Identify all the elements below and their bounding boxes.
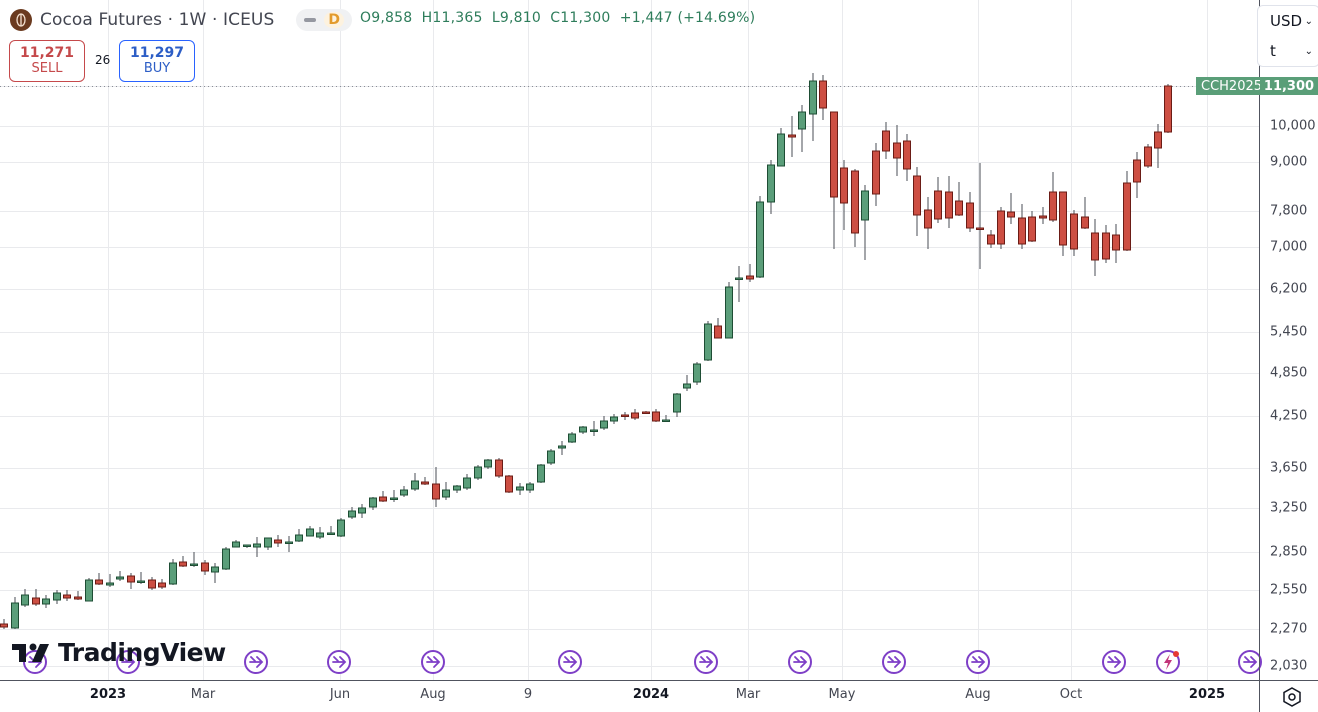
dividend-arrow-icon[interactable] (558, 650, 582, 674)
price-axis-label: 7,000 (1270, 239, 1308, 255)
price-axis-label: 10,000 (1270, 118, 1316, 134)
gear-icon[interactable] (1281, 686, 1303, 708)
price-axis-label: 2,550 (1270, 582, 1308, 598)
change-percent: (+14.69%) (677, 10, 756, 26)
change-value: +1,447 (619, 10, 673, 26)
buy-label: BUY (143, 61, 171, 76)
time-axis-label: 2025 (1188, 687, 1226, 702)
dividend-arrow-icon[interactable] (1238, 650, 1262, 674)
spread-value: 26 (95, 53, 111, 67)
buy-price: 11,297 (129, 45, 185, 61)
open-value: 9,858 (371, 10, 413, 26)
dividend-arrow-icon[interactable] (244, 650, 268, 674)
lightning-event-icon[interactable] (1156, 650, 1180, 674)
price-axis-label: 4,850 (1270, 365, 1308, 381)
price-axis-label: 5,450 (1270, 324, 1308, 340)
price-axis-label: 9,000 (1270, 154, 1308, 170)
time-axis-label: Mar (735, 687, 761, 702)
close-value: 11,300 (560, 10, 611, 26)
high-label: H (421, 10, 433, 26)
time-axis-label: Aug (420, 687, 446, 702)
chevron-down-icon: ⌄ (1304, 15, 1313, 27)
sell-button[interactable]: 11,271 SELL (9, 40, 85, 82)
minus-icon (304, 18, 317, 22)
last-price-value: 11,300 (1260, 77, 1318, 95)
ohlc-legend: O9,858 H11,365 L9,810 C11,300 +1,447 (+1… (360, 10, 755, 26)
price-axis-label: 2,850 (1270, 544, 1308, 560)
market-status-pill[interactable]: D (296, 9, 352, 31)
dividend-arrow-icon[interactable] (1102, 650, 1126, 674)
close-label: C (550, 10, 561, 26)
time-axis-label: 9 (523, 687, 533, 702)
dividend-arrow-icon[interactable] (966, 650, 990, 674)
high-value: 11,365 (432, 10, 483, 26)
last-price-symbol: CCH2025 (1201, 78, 1263, 94)
time-axis-label: May (828, 687, 856, 702)
unit-value: t (1270, 42, 1276, 60)
price-axis-label: 3,250 (1270, 500, 1308, 516)
dividend-arrow-icon[interactable] (116, 650, 140, 674)
last-price-tag: CCH2025 11,300 (1196, 77, 1318, 95)
tradingview-logo[interactable]: TradingView (12, 638, 226, 667)
event-markers[interactable] (23, 650, 1262, 674)
price-axis-label: 2,270 (1270, 621, 1308, 637)
currency-unit-selector[interactable]: USD ⌄ t ⌄ (1257, 5, 1318, 67)
tradingview-logo-icon (12, 643, 49, 662)
sell-label: SELL (31, 61, 63, 76)
dividend-arrow-icon[interactable] (788, 650, 812, 674)
price-axis-label: 7,800 (1270, 203, 1308, 219)
price-axis-label: 2,030 (1270, 658, 1308, 674)
price-axis-label: 6,200 (1270, 281, 1308, 297)
time-axis-label: 2023 (89, 687, 127, 702)
time-axis-label: Mar (190, 687, 216, 702)
sell-price: 11,271 (19, 45, 75, 61)
time-axis-label: Oct (1059, 687, 1083, 702)
currency-dropdown[interactable]: USD ⌄ (1258, 6, 1318, 36)
chevron-down-icon: ⌄ (1304, 45, 1313, 57)
low-label: L (491, 10, 500, 26)
time-axis-label: 2024 (632, 687, 670, 702)
dividend-arrow-icon[interactable] (882, 650, 906, 674)
dividend-arrow-icon[interactable] (421, 650, 445, 674)
cocoa-pod-icon (10, 9, 32, 31)
chart-grid (0, 0, 1259, 680)
candlestick-series (0, 73, 1172, 629)
tradingview-logo-text: TradingView (58, 638, 226, 667)
chart-header: Cocoa Futures · 1W · ICEUS D (10, 8, 352, 32)
time-axis-label: Aug (965, 687, 991, 702)
dividend-arrow-icon[interactable] (327, 650, 351, 674)
price-axis-label: 3,650 (1270, 460, 1308, 476)
low-value: 9,810 (499, 10, 541, 26)
symbol-title[interactable]: Cocoa Futures · 1W · ICEUS (40, 10, 275, 30)
dividend-arrow-icon[interactable] (694, 650, 718, 674)
unit-dropdown[interactable]: t ⌄ (1258, 36, 1318, 66)
currency-value: USD (1270, 12, 1303, 30)
time-axis-label: Jun (329, 687, 351, 702)
open-label: O (360, 10, 372, 26)
delayed-data-badge: D (324, 12, 344, 28)
buy-button[interactable]: 11,297 BUY (119, 40, 195, 82)
price-axis-label: 4,250 (1270, 408, 1308, 424)
